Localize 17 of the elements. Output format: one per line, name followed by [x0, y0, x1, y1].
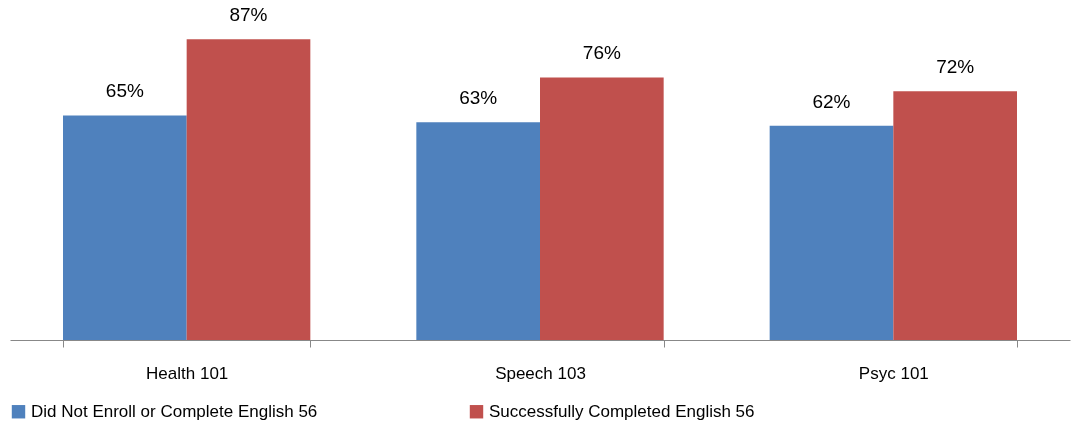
x-tick-label: Psyc 101 [858, 363, 929, 383]
x-tick-label: Speech 103 [495, 363, 586, 383]
bar [893, 91, 1017, 340]
data-label: 63% [459, 87, 498, 109]
bar [186, 39, 311, 340]
x-tick-label: Health 101 [146, 363, 229, 383]
bar [63, 115, 187, 340]
data-label: 76% [582, 42, 621, 64]
legend-label: Did Not Enroll or Complete English 56 [31, 401, 318, 421]
data-label: 62% [812, 90, 851, 112]
bar [416, 122, 540, 340]
bar [540, 77, 664, 340]
data-label: 65% [105, 80, 144, 102]
data-label: 72% [936, 56, 975, 78]
legend-label: Successfully Completed English 56 [489, 401, 755, 421]
bar [769, 125, 894, 340]
data-label: 87% [229, 4, 268, 26]
